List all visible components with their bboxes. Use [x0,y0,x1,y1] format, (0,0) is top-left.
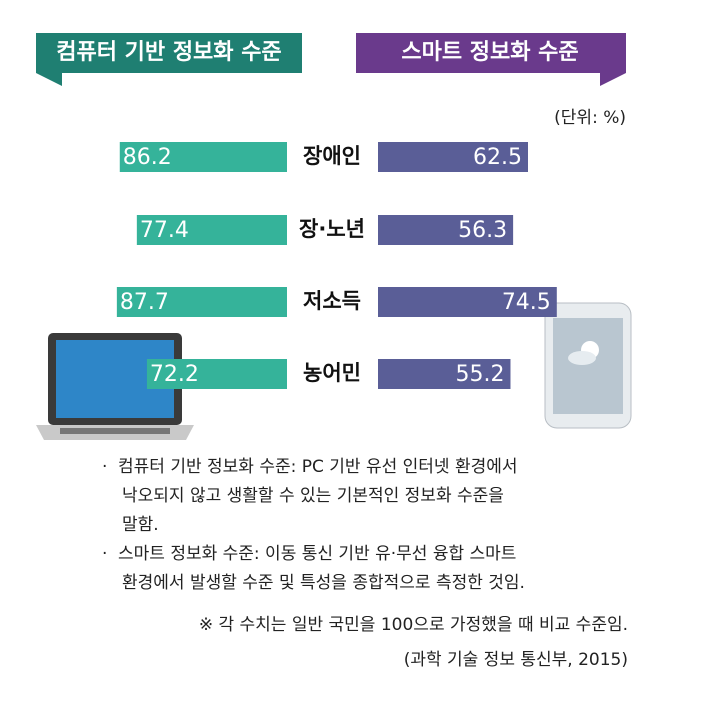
note: 말함. [122,515,159,535]
phone-illustration [544,302,632,429]
value-label: 74.5 [502,290,551,315]
footnote: ※ 각 수치는 일반 국민을 100으로 가정했을 때 비교 수준임. [199,615,628,635]
category-label: 장애인 [303,144,361,168]
category-label: 장·노년 [299,217,365,241]
note: 환경에서 발생할 수준 및 특성을 종합적으로 측정한 것임. [122,573,525,593]
value-label: 62.5 [473,145,522,170]
category-label: 저소득 [303,289,361,313]
note: 스마트 정보화 수준: 이동 통신 기반 유·무선 융합 스마트 [118,544,516,564]
series-label: 스마트 정보화 수준 [401,40,578,65]
source: (과학 기술 정보 통신부, 2015) [404,650,628,670]
bar [136,215,287,245]
bar [378,142,528,172]
bar [116,287,287,317]
value-label: 55.2 [455,362,504,387]
value-label: 77.4 [140,218,189,243]
bar [119,142,287,172]
bar [146,359,287,389]
bar [378,215,514,245]
value-label: 87.7 [120,290,169,315]
note: 낙오되지 않고 생활할 수 있는 기본적인 정보화 수준을 [122,486,504,506]
bar [378,287,557,317]
bullet: · [102,457,107,477]
series-label: 컴퓨터 기반 정보화 수준 [56,40,281,65]
value-label: 72.2 [150,362,199,387]
unit-label: (단위: %) [554,108,626,128]
value-label: 86.2 [123,145,172,170]
bar [378,359,511,389]
bullet: · [102,544,107,564]
category-label: 농어민 [303,361,361,385]
header-right: 스마트 정보화 수준 [356,33,626,86]
note: 컴퓨터 기반 정보화 수준: PC 기반 유선 인터넷 환경에서 [118,457,518,477]
value-label: 56.3 [458,218,507,243]
header-left: 컴퓨터 기반 정보화 수준 [36,33,302,86]
